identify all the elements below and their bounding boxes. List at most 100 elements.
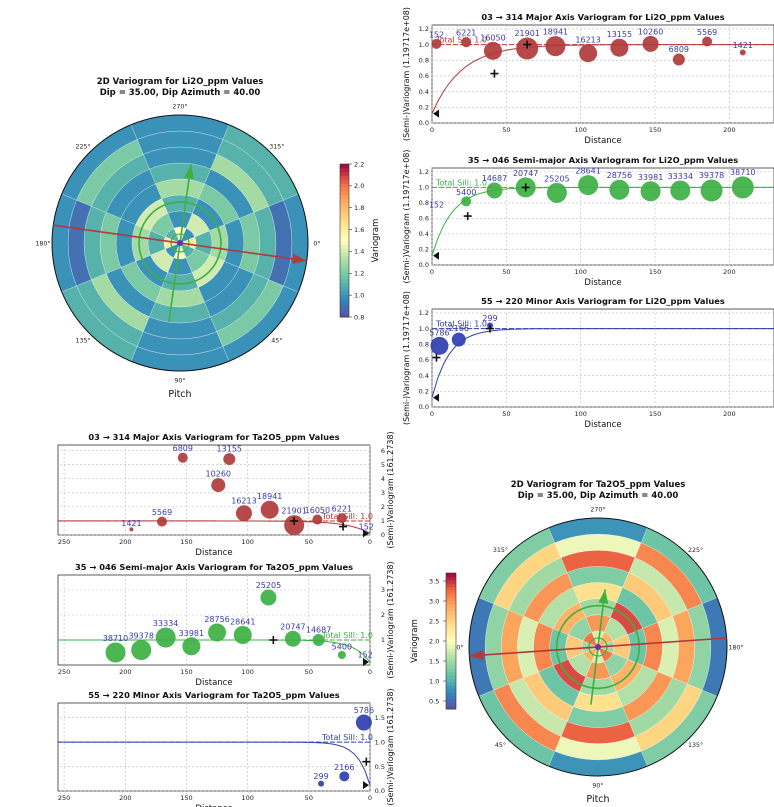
y-tick-label: 0.0 [375,787,385,795]
total-sill-label: Total Sill: 1.0 [321,733,373,742]
colorbar-swatch [340,248,349,253]
colorbar-tick-label: 1.0 [354,291,364,299]
polar-angle-label: 180° [35,240,50,248]
lag-point [700,179,723,202]
colorbar-swatch [446,671,456,676]
y-axis-label: (Semi-)Variogram (1.19717e+08) [402,7,411,141]
lag-point [131,640,152,660]
lag-pair-count: 20747 [513,169,538,178]
x-tick-label: 50 [305,668,313,676]
colorbar-ta_polar: 0.5 1.0 1.5 2.0 2.5 3.0 3.5 Variogram [410,572,457,710]
y-tick-label: 1.0 [419,184,429,192]
colorbar-swatch [446,651,456,656]
y-tick-label: 0.4 [419,88,429,96]
x-tick-label: 0 [430,126,434,134]
lag-pair-count: 10260 [206,470,231,479]
colorbar-swatch [446,692,456,696]
colorbar-tick-label: 3.0 [429,597,439,605]
colorbar-swatch [446,624,456,628]
lag-point [609,179,630,200]
lag-point [339,771,350,782]
panel-title: 55 → 220 Minor Axis Variogram for Ta2O5_… [88,690,340,700]
total-sill-label: Total Sill: 1.0 [321,631,373,640]
colorbar-swatch [340,198,349,203]
colorbar-swatch [340,286,349,291]
y-tick-label: 1.0 [375,738,385,746]
colorbar-tick-label: 0.8 [354,313,364,321]
colorbar-swatch [446,644,456,649]
lag-point [260,589,277,606]
range-marker [463,212,472,221]
y-tick-label: 4 [381,475,385,483]
lag-point [337,651,346,659]
y-tick-label: 0.4 [419,372,429,380]
colorbar-swatch [446,579,456,584]
panel-title: 03 → 314 Major Axis Variogram for Ta2O5_… [88,432,339,442]
lag-pair-count: 25205 [544,174,569,183]
lag-pair-count: 38710 [103,634,128,643]
colorbar-tick-label: 2.5 [429,617,439,625]
colorbar-swatch [340,232,349,238]
lag-point [129,527,134,532]
lag-point [157,516,167,527]
y-tick-label: 0.2 [419,388,429,396]
lag-point [731,176,754,199]
y-tick-label: 1.0 [419,41,429,49]
range-marker [521,183,530,192]
colorbar-swatch [340,263,349,268]
lag-point [461,196,472,207]
y-tick-label: 0.8 [419,199,429,207]
range-marker [432,353,441,362]
colorbar-tick-label: 1.6 [354,226,364,234]
x-tick-label: 200 [723,410,735,418]
panel-title: 03 → 314 Major Axis Variogram for Li2O_p… [481,12,724,22]
colorbar-swatch [340,309,349,314]
polar-angle-label: 45° [495,741,506,749]
colorbar-swatch [446,576,456,581]
lag-pair-count: 152 [429,201,444,210]
variogram-panel-li_minor: 0 50 100 150 200 0.0 0.2 0.4 0.6 0.8 1.0 1.2 55 → 22… [402,291,774,430]
colorbar-swatch [340,209,349,215]
x-tick-label: 0 [430,410,434,418]
variogram-panel-ta_semi: 0 50 100 150 200 250 1 2 3 35 → 046 Semi-major Ax… [57,561,395,688]
colorbar-swatch [340,229,349,234]
panel-title: 35 → 046 Semi-major Axis Variogram for T… [75,562,353,572]
y-tick-label: 0.0 [419,119,429,127]
lag-point [284,630,301,647]
colorbar-tick-label: 1.8 [354,204,364,212]
colorbar-tick-label: 0.5 [429,697,439,705]
colorbar-tick-label: 2.0 [354,182,364,190]
x-tick-label: 100 [574,268,586,276]
range-marker [490,69,499,78]
colorbar-swatch [340,305,349,310]
lag-pair-count: 2166 [449,324,469,333]
polar-angle-label: 90° [174,377,185,385]
lag-pair-count: 16050 [305,506,330,515]
colorbar-tick-label: 1.5 [429,657,439,665]
y-tick-label: 3 [381,586,385,594]
lag-pair-count: 299 [482,314,497,323]
y-axis-label: (Semi-)Variogram (161.2738) [386,561,395,678]
colorbar-swatch [340,167,349,173]
colorbar-tick-label: 1.4 [354,248,364,256]
colorbar-swatch [446,630,456,635]
panel-title: 55 → 220 Minor Axis Variogram for Li2O_p… [481,296,725,306]
lag-point [260,500,279,519]
colorbar-swatch [446,685,456,690]
colorbar-swatch [340,164,349,169]
x-axis-label: Distance [584,136,621,146]
lag-pair-count: 18941 [543,28,568,37]
nugget-marker [363,658,369,666]
colorbar-swatch [340,259,349,264]
colorbar-swatch [446,627,456,632]
lag-pair-count: 13155 [217,445,242,454]
y-tick-label: 6 [381,447,385,455]
colorbar-swatch [340,202,349,207]
polar-outline [468,517,728,777]
lag-pair-count: 13155 [607,30,632,39]
lag-point [312,634,325,646]
lag-pair-count: 33981 [638,173,663,182]
polar-angle-label: 315° [269,143,284,151]
lag-point [486,182,503,199]
